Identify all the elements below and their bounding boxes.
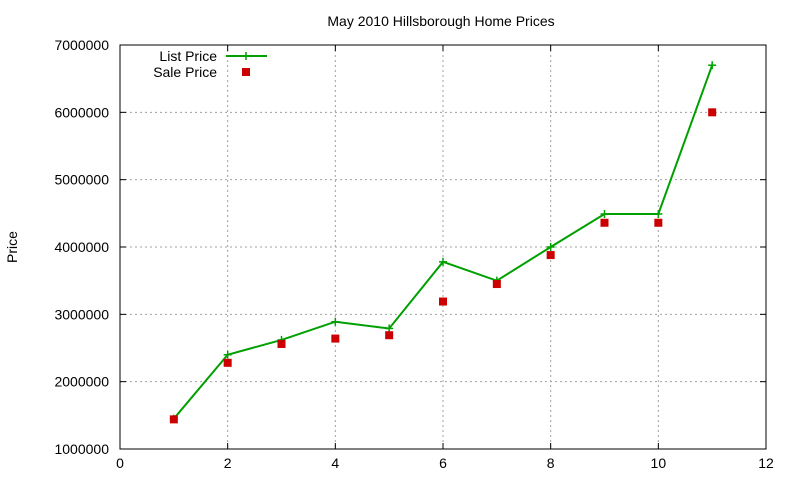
sale-price-point: [708, 108, 717, 117]
series-sale-price: [169, 108, 717, 424]
list-price-point: [331, 317, 340, 326]
x-tick-label: 4: [331, 455, 339, 471]
sale-price-point: [492, 280, 501, 289]
chart-title: May 2010 Hillsborough Home Prices: [327, 13, 554, 29]
sale-price-point: [600, 218, 609, 227]
x-tick-label: 0: [116, 455, 124, 471]
list-price-point: [223, 350, 232, 359]
legend-swatches: [226, 52, 267, 76]
axis-ticks: [119, 44, 767, 450]
x-tick-label: 12: [758, 455, 774, 471]
sale-price-point: [439, 297, 447, 306]
y-tick-label: 6000000: [54, 104, 109, 120]
legend-label-sale-price: Sale Price: [153, 64, 217, 80]
legend-marker-sale-price: [242, 68, 250, 76]
list-price-point: [546, 243, 555, 251]
sale-price-point: [223, 358, 232, 367]
sale-price-point: [385, 331, 394, 340]
list-price-point: [385, 324, 394, 333]
y-tick-labels: 1000000 2000000 3000000 4000000 5000000 60000…: [54, 37, 109, 457]
y-tick-label: 5000000: [54, 172, 109, 188]
list-price-point: [439, 257, 447, 266]
series-layer: [169, 61, 717, 424]
x-tick-label: 6: [439, 455, 447, 471]
sale-price-point: [546, 251, 555, 260]
sale-price-point: [331, 334, 340, 343]
y-tick-label: 1000000: [54, 441, 109, 457]
sale-price-point: [654, 218, 663, 227]
list-price-point: [600, 210, 609, 219]
list-price-point: [708, 61, 717, 70]
sale-price-point: [169, 415, 178, 424]
y-tick-label: 3000000: [54, 306, 109, 322]
x-tick-label: 2: [224, 455, 232, 471]
legend-marker-list-price: [242, 52, 250, 60]
grid-lines: [120, 45, 766, 449]
sale-price-point: [277, 339, 286, 348]
x-tick-labels: 0 2 4 6 8 10 12: [116, 455, 774, 471]
y-tick-label: 2000000: [54, 374, 109, 390]
series-list-price: [169, 61, 717, 423]
legend: List Price Sale Price: [153, 48, 267, 80]
y-tick-label: 7000000: [54, 37, 109, 53]
x-tick-label: 8: [547, 455, 555, 471]
list-price-point: [654, 210, 663, 219]
x-tick-label: 10: [651, 455, 667, 471]
y-tick-label: 4000000: [54, 239, 109, 255]
y-axis-label: Price: [4, 231, 20, 263]
legend-label-list-price: List Price: [159, 48, 217, 64]
